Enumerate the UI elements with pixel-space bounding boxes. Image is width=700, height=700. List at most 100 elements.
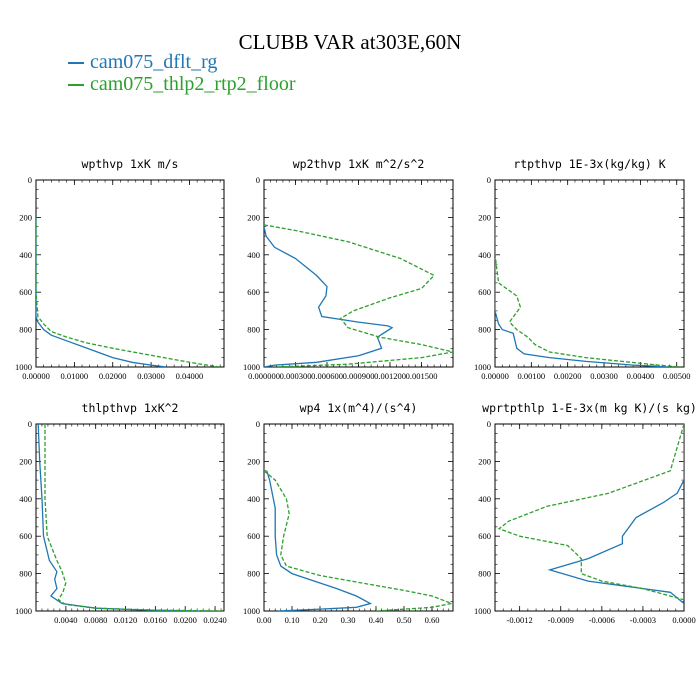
x-tick-label: 0.000000 <box>248 371 280 381</box>
x-tick-label: 0.001500 <box>406 371 438 381</box>
x-tick-label: 0.00100 <box>518 371 546 381</box>
y-tick-label: 800 <box>19 325 32 335</box>
chart-panel-6: wprtpthlp 1-E-3x(m kg K)/(s kg) 0 200 400 60… <box>474 401 697 625</box>
y-tick-label: 400 <box>247 250 260 260</box>
series-line-2 <box>495 217 681 367</box>
y-tick-label: 200 <box>478 212 491 222</box>
y-tick-label: 1000 <box>243 362 260 372</box>
plot-frame <box>35 179 225 368</box>
x-tick-label: -0.0003 <box>630 615 656 625</box>
x-tick-label: 0.60 <box>425 615 440 625</box>
panel-title: wp2thvp 1xK m^2/s^2 <box>293 157 425 171</box>
y-tick-label: 0 <box>28 419 32 429</box>
y-tick-label: 0 <box>256 175 260 185</box>
x-tick-label: 0.00 <box>257 615 272 625</box>
y-tick-label: 800 <box>247 569 260 579</box>
x-tick-label: 0.000600 <box>311 371 343 381</box>
x-tick-label: 0.00500 <box>663 371 691 381</box>
x-tick-label: 0.30 <box>341 615 356 625</box>
y-tick-label: 600 <box>19 287 32 297</box>
x-tick-label: 0.0200 <box>174 615 197 625</box>
x-tick-label: 0.001200 <box>374 371 406 381</box>
legend-entry-1: cam075_thlp2_rtp2_floor <box>68 74 296 94</box>
legend-swatch <box>68 62 84 65</box>
series-line-1 <box>264 226 394 367</box>
panel-title: thlpthvp 1xK^2 <box>82 401 179 415</box>
x-tick-label: -0.0012 <box>507 615 533 625</box>
legend-entry-0: cam075_dflt_rg <box>68 52 217 72</box>
x-tick-label: 0.03000 <box>137 371 165 381</box>
y-tick-label: 0 <box>28 175 32 185</box>
legend-swatch <box>68 84 84 87</box>
y-tick-label: 600 <box>478 287 491 297</box>
plot-frame <box>35 423 225 612</box>
x-tick-label: -0.0009 <box>548 615 574 625</box>
legend-label: cam075_dflt_rg <box>90 51 218 73</box>
chart-panel-2: wp2thvp 1xK m^2/s^2020040060080010000.00… <box>243 157 454 381</box>
y-tick-label: 0 <box>256 419 260 429</box>
series-line-1 <box>37 424 201 611</box>
x-tick-label: 0.50 <box>397 615 412 625</box>
x-tick-label: 0.00000 <box>481 371 509 381</box>
y-tick-label: 1000 <box>15 362 32 372</box>
series-line-1 <box>495 217 670 367</box>
x-tick-label: 0.20 <box>313 615 328 625</box>
y-tick-label: 800 <box>478 325 491 335</box>
x-tick-label: 0.000300 <box>280 371 312 381</box>
x-tick-label: 0.01000 <box>61 371 89 381</box>
panel-title: wpthvp 1xK m/s <box>82 157 179 171</box>
chart-panel-3: rtpthvp 1E-3x(kg/kg) K020040060080010000… <box>474 157 691 381</box>
y-tick-label: 400 <box>478 494 491 504</box>
y-tick-label: 1000 <box>474 362 491 372</box>
x-tick-label: 0.00000 <box>22 371 50 381</box>
x-tick-label: 0.00400 <box>627 371 655 381</box>
x-tick-label: -0.0006 <box>589 615 615 625</box>
y-tick-label: 0 <box>487 175 491 185</box>
x-tick-label: 0.02000 <box>99 371 127 381</box>
x-tick-label: 0.0160 <box>144 615 167 625</box>
series-line-2 <box>497 424 684 601</box>
x-tick-label: 0.40 <box>369 615 384 625</box>
x-tick-label: 0.00200 <box>554 371 582 381</box>
y-tick-label: 200 <box>19 456 32 466</box>
panel-title: rtpthvp 1E-3x(kg/kg) K <box>513 157 665 171</box>
series-line-1 <box>547 424 684 605</box>
x-tick-label: 0.00300 <box>590 371 618 381</box>
y-tick-label: 600 <box>247 531 260 541</box>
x-tick-label: 0.0080 <box>84 615 107 625</box>
y-tick-label: 200 <box>478 456 491 466</box>
x-tick-label: 0.0240 <box>203 615 226 625</box>
y-tick-label: 0 <box>487 419 491 429</box>
series-line-2 <box>44 424 223 611</box>
y-tick-label: 400 <box>247 494 260 504</box>
y-tick-label: 800 <box>19 569 32 579</box>
x-tick-label: 0.10 <box>285 615 300 625</box>
y-tick-label: 1000 <box>243 606 260 616</box>
series-line-2 <box>264 224 453 367</box>
y-tick-label: 800 <box>478 569 491 579</box>
y-tick-label: 800 <box>247 325 260 335</box>
panel-title: wp4 1x(m^4)/(s^4) <box>300 401 418 415</box>
y-tick-label: 600 <box>478 531 491 541</box>
y-tick-label: 600 <box>247 287 260 297</box>
legend-label: cam075_thlp2_rtp2_floor <box>90 73 296 95</box>
chart-panel-4: thlpthvp 1xK^2 0 200 400 600 800 1000 0.0040 0.0… <box>15 401 227 625</box>
series-line-1 <box>36 217 167 367</box>
series-line-1 <box>266 470 373 611</box>
panel-title: wprtpthlp 1-E-3x(m kg K)/(s kg) <box>482 401 697 415</box>
y-tick-label: 400 <box>478 250 491 260</box>
y-tick-label: 1000 <box>474 606 491 616</box>
series-line-2 <box>36 217 221 367</box>
series-line-2 <box>264 470 453 611</box>
x-tick-label: 0.0000 <box>672 615 695 625</box>
y-tick-label: 600 <box>19 531 32 541</box>
y-tick-label: 200 <box>19 212 32 222</box>
plot-frame <box>494 423 685 612</box>
y-tick-label: 200 <box>247 456 260 466</box>
x-tick-label: 0.0120 <box>114 615 137 625</box>
x-tick-label: 0.04000 <box>176 371 204 381</box>
y-tick-label: 1000 <box>15 606 32 616</box>
